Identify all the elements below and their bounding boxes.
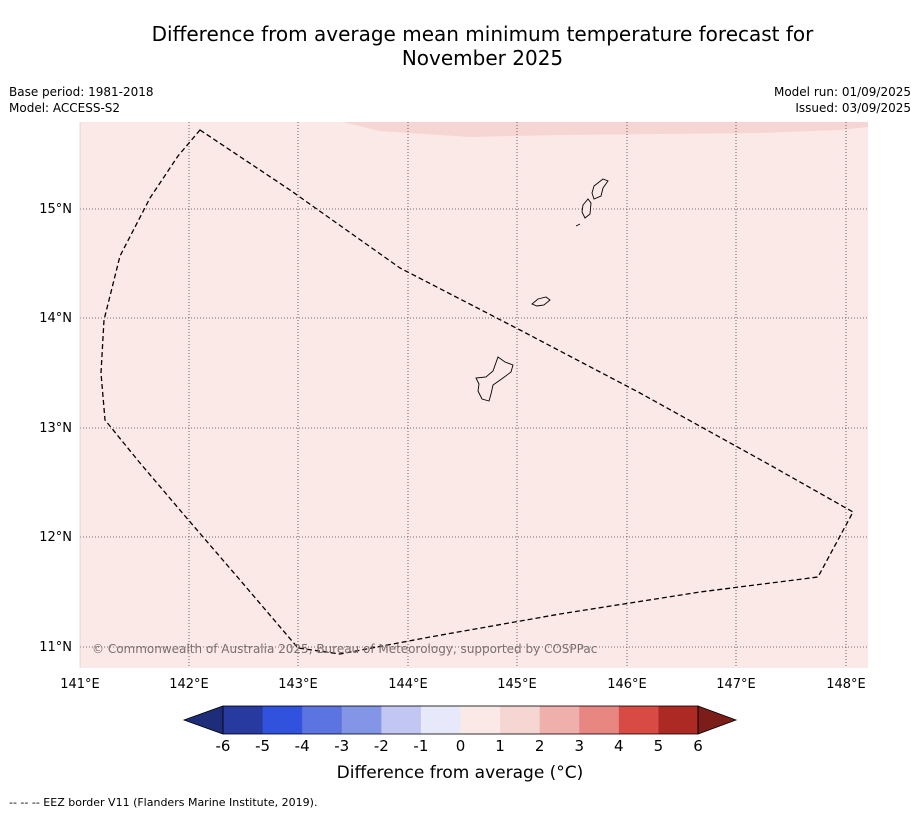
- title-line-2: November 2025: [401, 46, 564, 70]
- colorbar-label: Difference from average (°C): [260, 763, 660, 783]
- colorbar-tick-label: -4: [295, 737, 310, 755]
- lon-label-144: 144°E: [388, 677, 428, 692]
- latitude-labels: 15°N 14°N 13°N 12°N 11°N: [39, 202, 72, 655]
- colorbar-tick-label: 2: [535, 737, 545, 755]
- guam-island: [475, 356, 514, 402]
- colorbar-tick-label: 6: [693, 737, 703, 755]
- colorbar-bin: [500, 706, 541, 734]
- lon-label-142: 142°E: [169, 677, 209, 692]
- copyright-text: © Commonwealth of Australia 2025, Bureau…: [92, 642, 597, 656]
- longitude-labels: 141°E 142°E 143°E 144°E 145°E 146°E 147°…: [60, 677, 866, 692]
- map-background: [80, 122, 868, 668]
- colorbar-bin: [579, 706, 620, 734]
- colorbar-tick-label: 4: [614, 737, 624, 755]
- colorbar-bin: [539, 706, 580, 734]
- colorbar-bin: [223, 706, 263, 734]
- tinian-island: [581, 198, 592, 219]
- colorbar: -6 -5 -4 -3 -2 -1 0 1 2 3 4 5 6: [182, 705, 738, 755]
- colorbar-bin: [658, 706, 699, 734]
- lat-label-14: 14°N: [39, 311, 72, 326]
- colorbar-tick-label: -3: [334, 737, 349, 755]
- colorbar-tick-label: 1: [495, 737, 505, 755]
- colorbar-tick-label: -2: [374, 737, 389, 755]
- meta-right: Model run: 01/09/2025 Issued: 03/09/2025: [774, 84, 911, 116]
- warmer-anomaly-area: [343, 122, 868, 137]
- colorbar-bin: [381, 706, 422, 734]
- title-line-1: Difference from average mean minimum tem…: [151, 22, 814, 46]
- colorbar-bin: [618, 706, 659, 734]
- base-period-text: Base period: 1981-2018: [9, 85, 154, 99]
- meta-left: Base period: 1981-2018 Model: ACCESS-S2: [9, 84, 154, 116]
- colorbar-ticks: -6 -5 -4 -3 -2 -1 0 1 2 3 4 5 6: [216, 737, 703, 755]
- colorbar-bins: [223, 706, 699, 734]
- aguijan-island: [575, 223, 581, 227]
- lon-label-141: 141°E: [60, 677, 100, 692]
- colorbar-over-arrow: [697, 705, 738, 735]
- eez-border: [100, 129, 854, 655]
- colorbar-under-arrow: [182, 705, 224, 735]
- lat-label-11: 11°N: [39, 640, 72, 655]
- lon-label-148: 148°E: [826, 677, 866, 692]
- model-run-text: Model run: 01/09/2025: [773, 85, 911, 99]
- colorbar-label-text: Difference from average (°C): [336, 763, 584, 783]
- colorbar-tick-label: 5: [654, 737, 664, 755]
- colorbar-bin: [302, 706, 343, 734]
- lat-label-12: 12°N: [39, 530, 72, 545]
- lon-label-146: 146°E: [607, 677, 647, 692]
- colorbar-bin: [262, 706, 303, 734]
- colorbar-tick-label: 3: [574, 737, 584, 755]
- colorbar-frame: [222, 705, 699, 735]
- colorbar-tick-label: -5: [255, 737, 270, 755]
- rota-island: [531, 296, 551, 307]
- map-title: Difference from average mean minimum tem…: [80, 22, 885, 70]
- lon-label-147: 147°E: [716, 677, 756, 692]
- colorbar-bin: [341, 706, 382, 734]
- lon-label-145: 145°E: [497, 677, 537, 692]
- lat-label-13: 13°N: [39, 421, 72, 436]
- gridlines: [80, 122, 868, 668]
- colorbar-tick-label: 0: [456, 737, 466, 755]
- eez-footnote: -- -- -- EEZ border V11 (Flanders Marine…: [9, 796, 318, 809]
- colorbar-bin: [460, 706, 501, 734]
- model-text: Model: ACCESS-S2: [9, 101, 121, 115]
- colorbar-bin: [420, 706, 461, 734]
- lon-label-143: 143°E: [278, 677, 318, 692]
- islands: [475, 178, 609, 402]
- colorbar-tick-label: -1: [413, 737, 428, 755]
- lat-label-15: 15°N: [39, 202, 72, 217]
- saipan-island: [591, 178, 609, 200]
- issued-text: Issued: 03/09/2025: [795, 101, 911, 115]
- colorbar-tick-label: -6: [216, 737, 231, 755]
